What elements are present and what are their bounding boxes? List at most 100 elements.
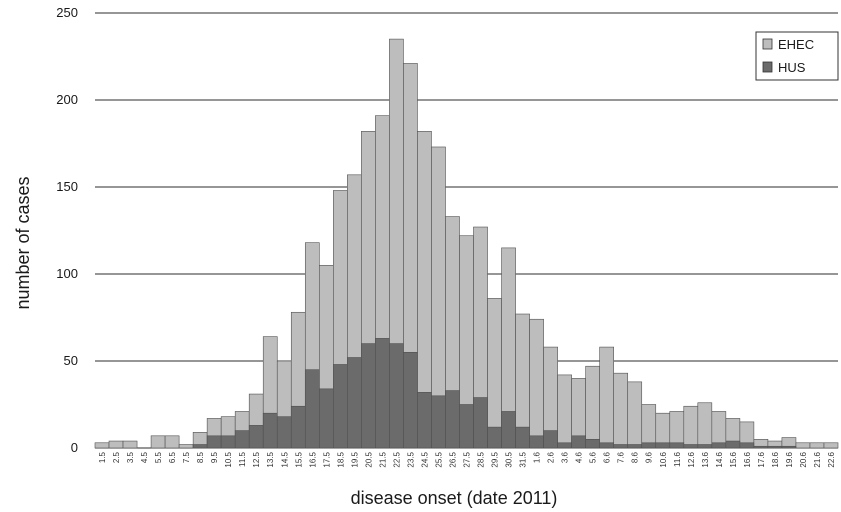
bar-hus <box>459 404 474 449</box>
legend: EHEC HUS <box>755 31 839 81</box>
bar-hus <box>599 442 614 449</box>
x-tick-label: 22.6 <box>827 451 836 467</box>
x-tick-label: 13.5 <box>266 451 275 467</box>
bar-hus <box>725 440 741 449</box>
y-tick-label: 50 <box>64 353 78 368</box>
x-tick-label: 6.5 <box>168 451 177 463</box>
x-tick-label: 28.5 <box>477 451 486 467</box>
x-tick-label: 31.5 <box>519 451 528 467</box>
bar-hus <box>571 435 586 449</box>
bar-hus <box>192 444 208 449</box>
bar-hus <box>515 426 530 449</box>
bar-hus <box>375 338 390 449</box>
x-tick-label: 25.5 <box>434 451 443 467</box>
x-tick-label: 8.6 <box>631 451 640 463</box>
x-tick-label: 20.5 <box>364 451 373 467</box>
y-tick-label: 100 <box>56 266 78 281</box>
x-tick-label: 19.6 <box>785 451 794 467</box>
x-tick-label: 3.5 <box>126 451 135 463</box>
bar-hus <box>431 395 446 449</box>
legend-swatch-hus <box>762 61 773 73</box>
bar-hus <box>361 343 376 449</box>
bar-hus <box>655 442 671 449</box>
x-tick-label: 16.5 <box>308 451 317 467</box>
bar-hus <box>627 444 643 449</box>
bar-ehec <box>795 442 811 449</box>
x-tick-label: 8.5 <box>196 451 205 463</box>
bar-hus <box>767 445 783 449</box>
bar-hus <box>290 405 306 449</box>
x-tick-label: 10.5 <box>224 451 233 467</box>
x-tick-label: 6.6 <box>603 451 612 463</box>
x-tick-label: 4.6 <box>575 451 584 463</box>
x-tick-label: 21.5 <box>378 451 387 467</box>
bar-hus <box>220 435 236 449</box>
bar-ehec <box>557 374 572 449</box>
bar-hus <box>753 445 769 449</box>
bar-hus <box>319 388 334 449</box>
x-tick-label: 2.5 <box>112 451 121 463</box>
x-tick-label: 14.6 <box>715 451 724 467</box>
bar-ehec <box>627 381 643 449</box>
y-tick-label: 200 <box>56 92 78 107</box>
bar-ehec <box>122 440 138 449</box>
bar-hus <box>206 435 222 449</box>
bar-hus <box>585 438 600 449</box>
x-tick-label: 18.5 <box>336 451 345 467</box>
bar-hus <box>501 411 516 449</box>
bar-ehec <box>108 440 124 449</box>
x-tick-label: 1.6 <box>533 451 542 463</box>
x-tick-label: 15.6 <box>729 451 738 467</box>
x-tick-label: 11.6 <box>673 451 682 467</box>
bar-hus <box>417 392 432 449</box>
bar-hus <box>781 445 797 449</box>
x-tick-label: 7.6 <box>617 451 626 463</box>
bar-ehec <box>823 442 839 449</box>
x-tick-label: 17.6 <box>757 451 766 467</box>
legend-swatch-ehec <box>762 38 773 50</box>
bar-hus <box>739 442 755 449</box>
y-axis-ticks: 0 50 100 150 200 250 <box>56 5 78 455</box>
bar-hus <box>276 416 292 449</box>
bar-hus <box>683 444 699 449</box>
bar-hus <box>473 397 488 449</box>
bar-hus <box>711 442 727 449</box>
x-tick-label: 2.6 <box>547 451 556 463</box>
legend-label-hus: HUS <box>778 60 806 75</box>
bar-hus <box>234 430 250 449</box>
bar-hus <box>403 351 418 449</box>
x-tick-label: 12.5 <box>252 451 261 467</box>
y-tick-label: 150 <box>56 179 78 194</box>
x-tick-label: 3.6 <box>561 451 570 463</box>
bar-ehec <box>697 402 713 449</box>
x-tick-label: 30.5 <box>505 451 514 467</box>
bar-ehec <box>164 435 180 449</box>
x-tick-label: 22.5 <box>392 451 401 467</box>
x-tick-label: 5.5 <box>154 451 163 463</box>
x-tick-label: 4.5 <box>140 451 149 463</box>
x-tick-label: 9.6 <box>645 451 654 463</box>
x-tick-label: 27.5 <box>463 451 472 467</box>
x-tick-label: 1.5 <box>98 451 107 463</box>
x-tick-label: 9.5 <box>210 451 219 463</box>
bar-hus <box>333 364 348 449</box>
x-axis-ticks: 1.5 2.5 3.5 4.5 5.5 6.5 7.5 8.5 9.5 10.5 11.5 12.5 1… <box>98 451 836 467</box>
x-tick-label: 21.6 <box>813 451 822 467</box>
bar-ehec <box>613 372 629 449</box>
y-tick-label: 250 <box>56 5 78 20</box>
bar-ehec <box>150 435 166 449</box>
bar-ehec <box>487 298 502 449</box>
x-tick-label: 13.6 <box>701 451 710 467</box>
bars <box>94 38 839 449</box>
bar-hus <box>613 444 629 449</box>
bar-ehec <box>641 404 657 449</box>
x-tick-label: 29.5 <box>491 451 500 467</box>
bar-hus <box>529 435 544 449</box>
bar-hus <box>389 343 404 449</box>
bar-hus <box>445 390 460 449</box>
bar-ehec <box>599 346 614 449</box>
x-tick-label: 23.5 <box>406 451 415 467</box>
bar-ehec <box>683 405 699 449</box>
bar-hus <box>304 369 320 449</box>
bar-hus <box>697 444 713 449</box>
